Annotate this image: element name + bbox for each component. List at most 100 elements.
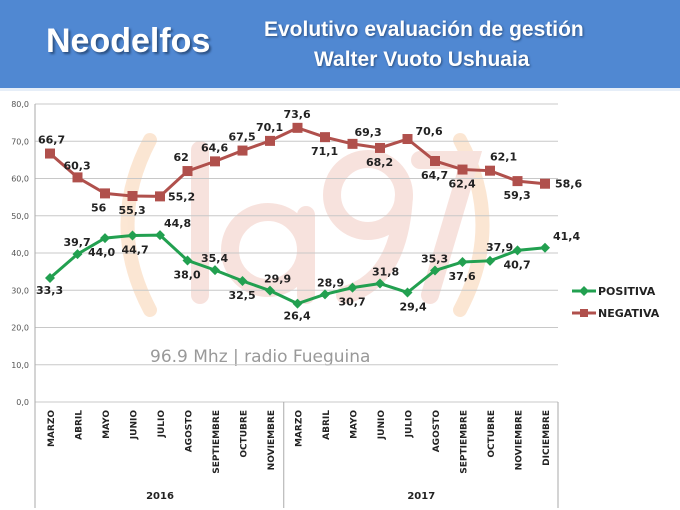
data-point-negativa bbox=[540, 178, 550, 189]
data-label: 33,3 bbox=[36, 284, 63, 297]
y-tick-label: 10,0 bbox=[11, 361, 29, 370]
chart-title-line2: Walter Vuoto Ushuaia bbox=[314, 48, 530, 71]
data-label: 69,3 bbox=[355, 126, 382, 139]
x-tick-label: OCTUBRE bbox=[240, 410, 250, 458]
x-tick-label: SEPTIEMBRE bbox=[460, 410, 470, 474]
data-label: 44,8 bbox=[164, 217, 191, 230]
y-tick-label: 40,0 bbox=[11, 249, 29, 258]
watermark-paren-left bbox=[120, 133, 157, 317]
legend-marker bbox=[579, 286, 589, 296]
x-tick-label: AGOSTO bbox=[432, 410, 442, 453]
x-tick-label: JUNIO bbox=[377, 410, 387, 441]
y-tick-label: 80,0 bbox=[11, 100, 29, 109]
watermark-digit-9-tail bbox=[336, 186, 413, 304]
data-label: 73,6 bbox=[284, 108, 311, 121]
data-point-positiva bbox=[237, 275, 248, 286]
data-point-negativa bbox=[237, 145, 248, 156]
data-label: 55,3 bbox=[119, 204, 146, 217]
data-label: 39,7 bbox=[64, 236, 91, 249]
data-point-negativa bbox=[155, 191, 165, 202]
data-label: 70,6 bbox=[416, 125, 443, 138]
data-point-negativa bbox=[402, 134, 413, 145]
data-point-negativa bbox=[512, 176, 523, 187]
data-label: 55,2 bbox=[168, 190, 195, 203]
data-label: 62,4 bbox=[449, 178, 476, 191]
data-point-negativa bbox=[320, 132, 330, 143]
data-label: 35,3 bbox=[421, 253, 448, 266]
x-tick-label: DICIEMBRE bbox=[542, 410, 552, 466]
data-label: 30,7 bbox=[339, 296, 366, 309]
y-tick-label: 0,0 bbox=[16, 398, 29, 407]
data-point-positiva bbox=[210, 265, 220, 276]
x-tick-label: JULIO bbox=[405, 410, 415, 439]
data-point-negativa bbox=[127, 191, 138, 202]
data-label: 62 bbox=[174, 151, 189, 164]
x-tick-label: OCTUBRE bbox=[487, 410, 497, 458]
data-label: 37,9 bbox=[486, 241, 513, 254]
data-label: 32,5 bbox=[229, 289, 256, 302]
data-point-negativa bbox=[265, 135, 275, 146]
data-point-negativa bbox=[375, 142, 385, 153]
x-tick-label: JUNIO bbox=[130, 410, 140, 441]
data-label: 26,4 bbox=[284, 310, 311, 323]
data-point-negativa bbox=[210, 156, 220, 167]
data-label: 62,1 bbox=[490, 151, 517, 164]
data-point-positiva bbox=[265, 285, 275, 296]
data-label: 28,9 bbox=[317, 276, 344, 289]
data-point-negativa bbox=[72, 172, 83, 183]
x-tick-label: MAYO bbox=[102, 410, 112, 439]
data-label: 68,2 bbox=[366, 156, 393, 169]
data-label: 71,1 bbox=[311, 145, 338, 158]
data-label: 35,4 bbox=[201, 252, 228, 265]
data-point-negativa bbox=[45, 148, 55, 159]
brand-title: Neodelfos bbox=[46, 22, 211, 60]
data-point-negativa bbox=[457, 164, 468, 175]
data-point-positiva bbox=[375, 278, 385, 289]
data-point-positiva bbox=[430, 265, 440, 276]
data-point-positiva bbox=[512, 245, 523, 256]
data-label: 67,5 bbox=[229, 131, 256, 144]
data-point-positiva bbox=[485, 255, 495, 266]
data-label: 56 bbox=[91, 201, 107, 214]
data-label: 40,7 bbox=[504, 258, 531, 271]
watermark-digit-9 bbox=[323, 150, 413, 240]
data-label: 41,4 bbox=[553, 230, 580, 243]
x-tick-label: NOVIEMBRE bbox=[515, 410, 525, 470]
data-label: 31,8 bbox=[372, 266, 399, 279]
data-point-negativa bbox=[485, 165, 495, 176]
data-label: 64,6 bbox=[201, 141, 228, 154]
x-tick-label: JULIO bbox=[157, 410, 167, 439]
data-label: 60,3 bbox=[64, 159, 91, 172]
data-point-negativa bbox=[347, 138, 358, 149]
legend-marker bbox=[580, 309, 588, 317]
x-tick-label: MARZO bbox=[47, 410, 57, 447]
data-label: 66,7 bbox=[38, 134, 65, 147]
legend-label: NEGATIVA bbox=[598, 307, 660, 320]
data-label: 29,9 bbox=[264, 273, 291, 286]
data-label: 37,6 bbox=[449, 270, 476, 283]
data-point-negativa bbox=[292, 122, 303, 133]
data-label: 38,0 bbox=[174, 268, 201, 281]
y-tick-label: 30,0 bbox=[11, 286, 29, 295]
data-point-negativa bbox=[182, 166, 193, 177]
data-point-positiva bbox=[182, 255, 193, 266]
data-point-positiva bbox=[347, 282, 358, 293]
data-point-negativa bbox=[100, 188, 110, 199]
data-label: 64,7 bbox=[421, 169, 448, 182]
y-tick-label: 70,0 bbox=[11, 137, 29, 146]
data-label: 44,7 bbox=[122, 243, 149, 256]
data-label: 29,4 bbox=[400, 300, 427, 313]
x-tick-label: MARZO bbox=[295, 410, 305, 447]
year-label: 2017 bbox=[407, 491, 435, 502]
data-point-positiva bbox=[100, 233, 110, 244]
x-tick-label: AGOSTO bbox=[185, 410, 195, 453]
y-tick-label: 60,0 bbox=[11, 175, 29, 184]
y-tick-label: 50,0 bbox=[11, 212, 29, 221]
watermark-text: 96.9 Mhz | radio Fueguina bbox=[150, 347, 370, 367]
chart-title-line1: Evolutivo evaluación de gestión bbox=[264, 18, 584, 41]
data-label: 70,1 bbox=[256, 121, 283, 134]
data-point-positiva bbox=[45, 272, 55, 283]
x-tick-label: ABRIL bbox=[322, 410, 332, 440]
x-tick-label: NOVIEMBRE bbox=[267, 410, 277, 470]
y-tick-label: 20,0 bbox=[11, 324, 29, 333]
